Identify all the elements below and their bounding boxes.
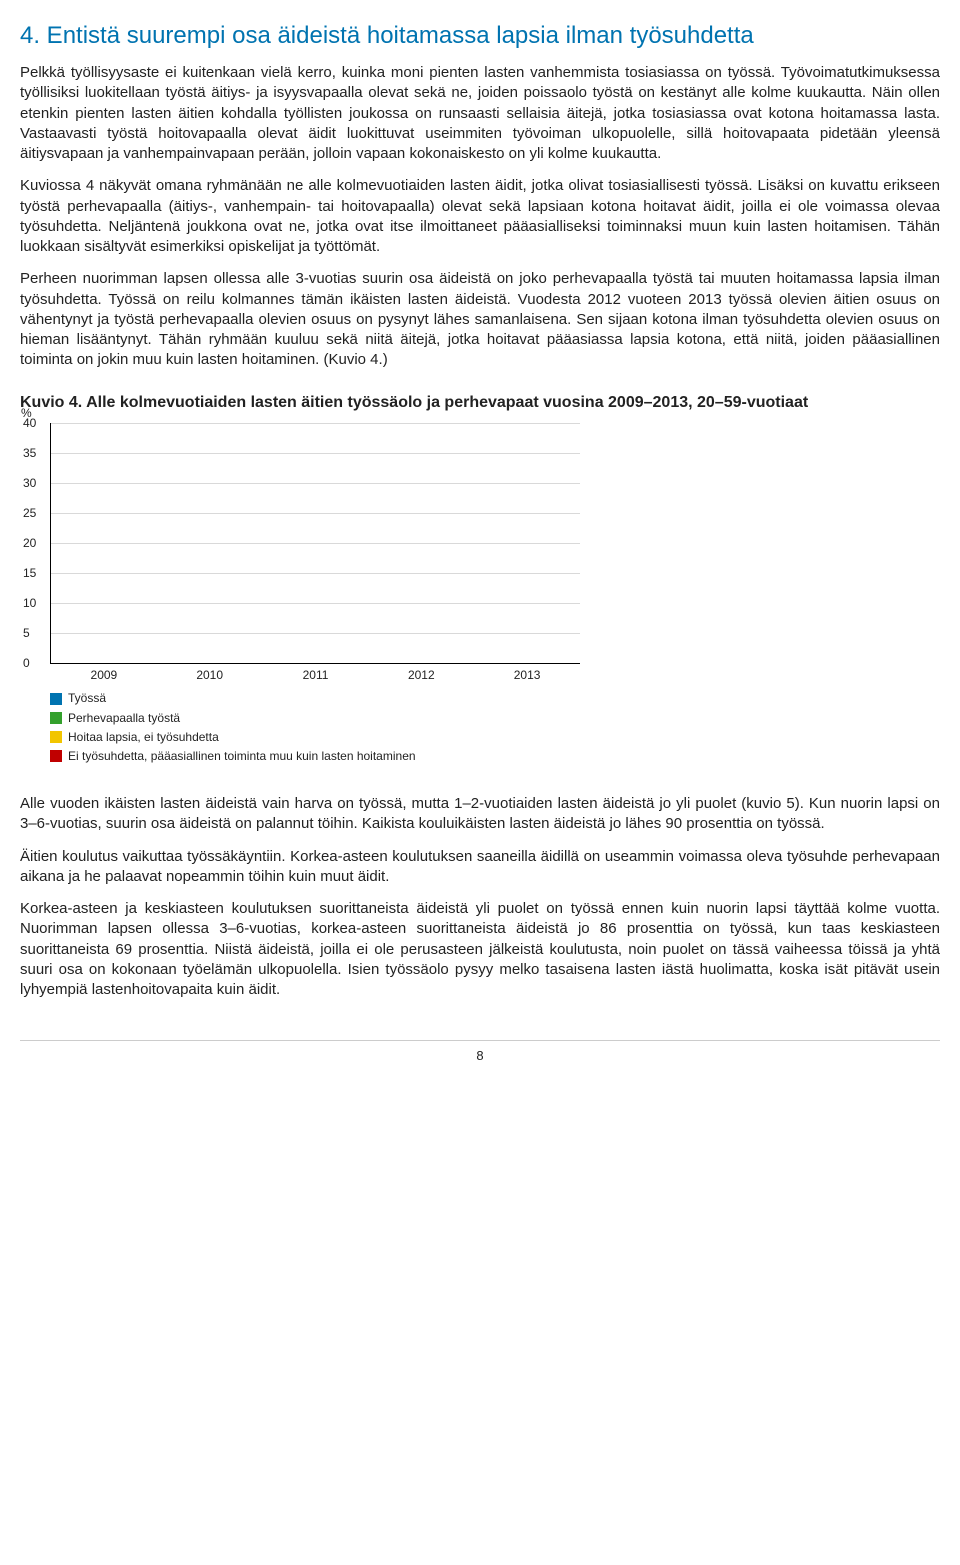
legend-item: Työssä xyxy=(50,690,580,706)
y-tick-label: 10 xyxy=(23,595,36,611)
x-tick-label: 2012 xyxy=(408,667,435,683)
legend-swatch xyxy=(50,750,62,762)
legend-item: Perhevapaalla työstä xyxy=(50,710,580,726)
y-tick-label: 40 xyxy=(23,415,36,431)
y-tick-label: 5 xyxy=(23,625,30,641)
legend-label: Hoitaa lapsia, ei työsuhdetta xyxy=(68,729,219,745)
legend-swatch xyxy=(50,693,62,705)
y-tick-label: 20 xyxy=(23,535,36,551)
x-tick-label: 2013 xyxy=(514,667,541,683)
legend-label: Ei työsuhdetta, pääasiallinen toiminta m… xyxy=(68,748,416,764)
body-paragraph: Pelkkä työllisyysaste ei kuitenkaan viel… xyxy=(20,63,940,164)
y-tick-label: 15 xyxy=(23,565,36,581)
legend-label: Työssä xyxy=(68,690,106,706)
body-paragraph: Alle vuoden ikäisten lasten äideistä vai… xyxy=(20,794,940,835)
chart-title: Kuvio 4. Alle kolmevuotiaiden lasten äit… xyxy=(20,393,940,414)
y-tick-label: 35 xyxy=(23,445,36,461)
x-tick-label: 2011 xyxy=(303,667,329,683)
bar-chart: % 051015202530354020092010201120122013 T… xyxy=(20,423,580,764)
page-number: 8 xyxy=(20,1040,940,1065)
x-tick-label: 2009 xyxy=(91,667,118,683)
legend-item: Ei työsuhdetta, pääasiallinen toiminta m… xyxy=(50,748,580,764)
legend-swatch xyxy=(50,712,62,724)
y-tick-label: 0 xyxy=(23,655,30,671)
legend-item: Hoitaa lapsia, ei työsuhdetta xyxy=(50,729,580,745)
body-paragraph: Perheen nuorimman lapsen ollessa alle 3-… xyxy=(20,269,940,370)
legend-label: Perhevapaalla työstä xyxy=(68,710,180,726)
body-paragraph: Korkea-asteen ja keskiasteen koulutuksen… xyxy=(20,899,940,1000)
chart-legend: Työssä Perhevapaalla työstä Hoitaa lapsia,… xyxy=(50,690,580,764)
body-paragraph: Kuviossa 4 näkyvät omana ryhmänään ne al… xyxy=(20,176,940,257)
y-tick-label: 30 xyxy=(23,475,36,491)
x-tick-label: 2010 xyxy=(196,667,223,683)
legend-swatch xyxy=(50,731,62,743)
y-tick-label: 25 xyxy=(23,505,36,521)
body-paragraph: Äitien koulutus vaikuttaa työssäkäyntiin… xyxy=(20,847,940,888)
section-title: 4. Entistä suurempi osa äideistä hoitama… xyxy=(20,20,940,51)
